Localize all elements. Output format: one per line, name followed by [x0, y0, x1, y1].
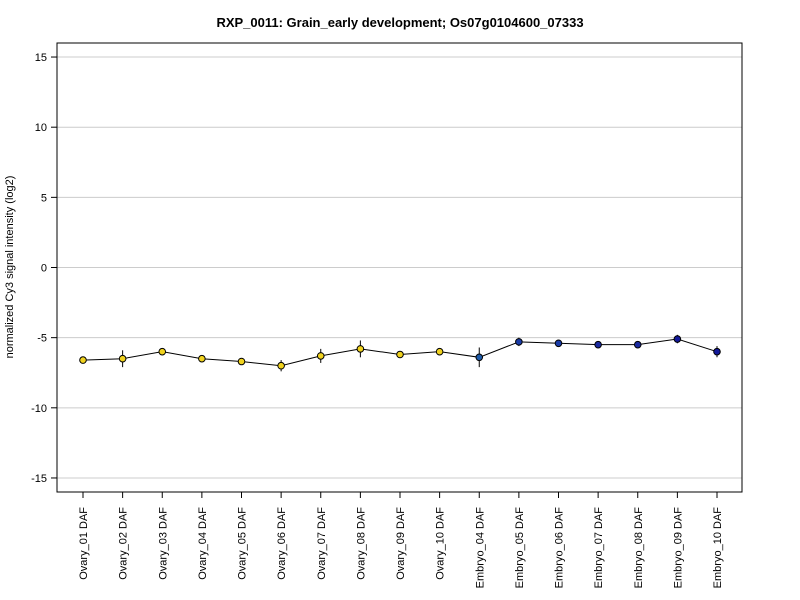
chart-title: RXP_0011: Grain_early development; Os07g…	[216, 15, 583, 30]
y-tick-label: -15	[31, 473, 47, 485]
axes: -15 -10 -5 0 5 10 15 Ovary_01 DAF Ovary_02 DAF Ov…	[31, 52, 724, 588]
data-point	[198, 354, 206, 363]
data-point	[396, 350, 404, 359]
x-tick-label: Embryo_05 DAF	[514, 507, 526, 589]
data-point	[237, 357, 246, 366]
x-tick-label: Ovary_03 DAF	[157, 507, 169, 580]
x-tick-label: Ovary_08 DAF	[355, 507, 367, 580]
y-tick-label: -5	[37, 333, 47, 345]
y-tick-label: 5	[41, 192, 47, 204]
x-tick-label: Embryo_09 DAF	[672, 507, 684, 589]
y-tick-label: 10	[35, 122, 47, 134]
data-point	[356, 345, 365, 353]
y-axis-label: normalized Cy3 signal intensity (log2)	[4, 176, 16, 359]
x-tick-label: Embryo_06 DAF	[554, 507, 566, 589]
data-point	[713, 347, 721, 356]
data-series	[79, 334, 721, 372]
x-tick-label: Ovary_01 DAF	[78, 507, 90, 580]
x-tick-label: Ovary_10 DAF	[435, 507, 447, 580]
data-point	[633, 340, 642, 349]
x-tick-label: Embryo_10 DAF	[712, 507, 724, 589]
plot-frame	[56, 42, 743, 493]
x-tick-label: Ovary_05 DAF	[237, 507, 249, 580]
y-tick-label: -10	[31, 403, 47, 415]
data-point	[79, 356, 87, 364]
x-tick-label: Ovary_06 DAF	[276, 507, 288, 580]
x-tick-label: Embryo_07 DAF	[593, 507, 605, 589]
data-point	[158, 347, 167, 356]
data-point	[316, 352, 325, 360]
data-point	[277, 361, 285, 370]
data-point	[435, 347, 444, 356]
y-tick-label: 15	[35, 52, 47, 64]
x-tick-label: Embryo_04 DAF	[474, 507, 486, 589]
x-tick-label: Ovary_09 DAF	[395, 507, 407, 580]
data-point	[515, 338, 523, 346]
data-point	[554, 339, 563, 348]
x-tick-label: Ovary_04 DAF	[197, 507, 209, 580]
grid-lines	[57, 56, 742, 479]
y-tick-label: 0	[41, 263, 47, 275]
data-point	[475, 353, 484, 362]
x-tick-label: Embryo_08 DAF	[633, 507, 645, 589]
data-point	[118, 354, 127, 363]
x-tick-label: Ovary_07 DAF	[316, 507, 328, 580]
data-point	[594, 340, 602, 349]
x-tick-label: Ovary_02 DAF	[118, 507, 130, 580]
data-point	[673, 335, 682, 343]
